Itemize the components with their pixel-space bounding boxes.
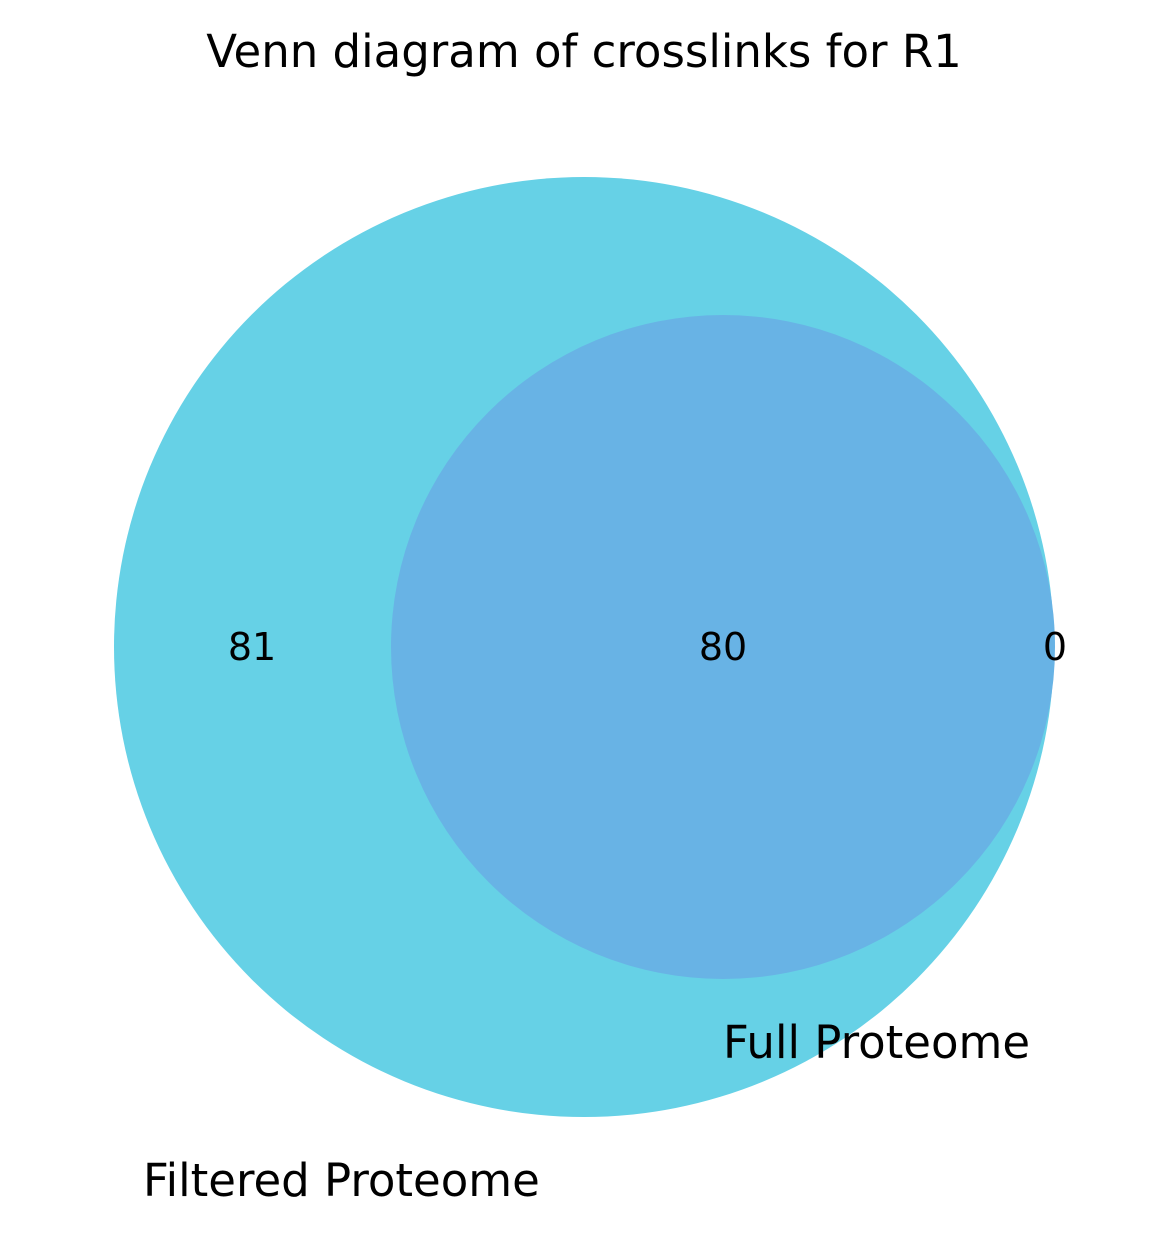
full-only-count: 0	[1043, 625, 1067, 669]
full-proteome-label: Full Proteome	[723, 1016, 1030, 1069]
filtered-proteome-label: Filtered Proteome	[143, 1154, 540, 1207]
full-proteome-circle	[391, 315, 1055, 979]
chart-title: Venn diagram of crosslinks for R1	[206, 25, 962, 78]
filtered-only-count: 81	[228, 625, 276, 669]
intersection-count: 80	[699, 625, 747, 669]
